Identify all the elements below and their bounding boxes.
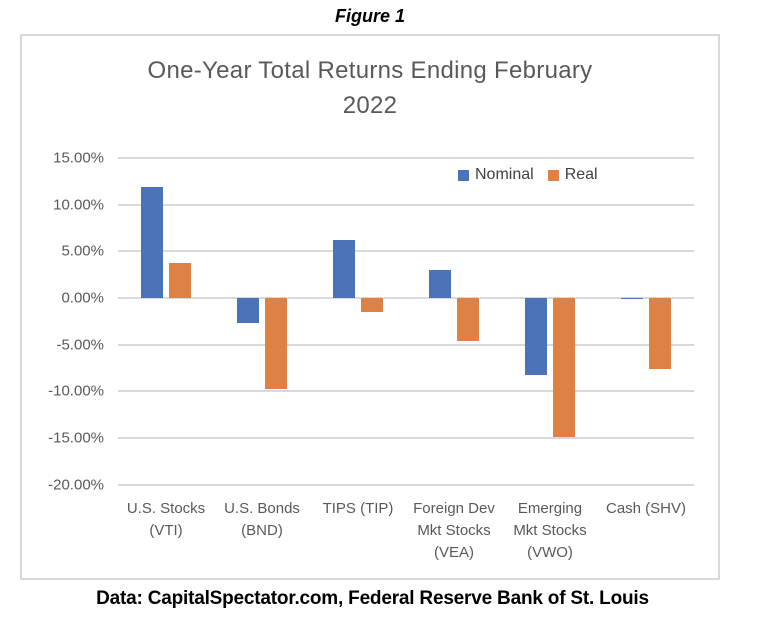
gridline xyxy=(118,483,694,486)
x-category-label: TIPS (TIP) xyxy=(322,500,394,517)
gridline xyxy=(118,250,694,253)
y-tick-label: -20.00% xyxy=(48,476,104,494)
bar-nominal-category-1 xyxy=(237,298,259,324)
x-category-label: U.S. Stocks (VTI) xyxy=(126,500,206,539)
y-tick-label: -10.00% xyxy=(48,382,104,400)
legend-swatch-real xyxy=(547,169,559,181)
gridline xyxy=(118,157,694,159)
x-category-label: Emerging Mkt Stocks (VWO) xyxy=(513,500,587,561)
y-tick-label: -5.00% xyxy=(56,336,104,354)
legend-item-real: Real xyxy=(547,166,598,184)
chart-container: One-Year Total Returns Ending February 2… xyxy=(20,34,720,580)
bar-nominal-category-4 xyxy=(525,298,547,376)
legend-label-real: Real xyxy=(564,166,598,183)
bar-nominal-category-3 xyxy=(429,270,451,298)
bar-nominal-category-5 xyxy=(621,298,643,299)
bar-nominal-category-0 xyxy=(141,186,163,298)
gridline xyxy=(118,390,694,393)
bar-real-category-2 xyxy=(361,298,383,312)
y-axis: 15.00% 10.00% 5.00% 0.00% -5.00% -10.00% -15.0… xyxy=(22,36,104,576)
figure-caption: Figure 1 xyxy=(334,6,405,26)
y-tick-label: 15.00% xyxy=(53,149,104,167)
x-category-label: Cash (SHV) xyxy=(605,500,687,517)
bar-real-category-4 xyxy=(553,298,575,438)
bar-real-category-1 xyxy=(265,298,287,389)
chart-legend: Nominal Real xyxy=(458,166,612,184)
bar-real-category-0 xyxy=(169,263,191,298)
gridline xyxy=(118,343,694,346)
chart-title: One-Year Total Returns Ending February 2… xyxy=(147,57,593,119)
data-source-note: Data: CapitalSpectator.com, Federal Rese… xyxy=(96,588,649,609)
legend-item-nominal: Nominal xyxy=(458,166,534,184)
y-tick-label: 5.00% xyxy=(61,242,104,260)
y-tick-label: -15.00% xyxy=(48,429,104,447)
plot-area xyxy=(118,36,694,576)
y-tick-label: 10.00% xyxy=(53,196,104,214)
gridline xyxy=(118,203,694,206)
bar-real-category-5 xyxy=(649,298,671,369)
x-category-label: U.S. Bonds (BND) xyxy=(224,500,300,539)
gridline xyxy=(118,436,694,439)
y-tick-label: 0.00% xyxy=(61,289,104,307)
zero-axis-line xyxy=(118,297,694,299)
bar-nominal-category-2 xyxy=(333,240,355,298)
legend-swatch-nominal xyxy=(458,169,469,181)
bar-real-category-3 xyxy=(457,298,479,341)
legend-label-nominal: Nominal xyxy=(475,166,534,183)
x-category-label: Foreign Dev Mkt Stocks (VEA) xyxy=(413,500,495,561)
